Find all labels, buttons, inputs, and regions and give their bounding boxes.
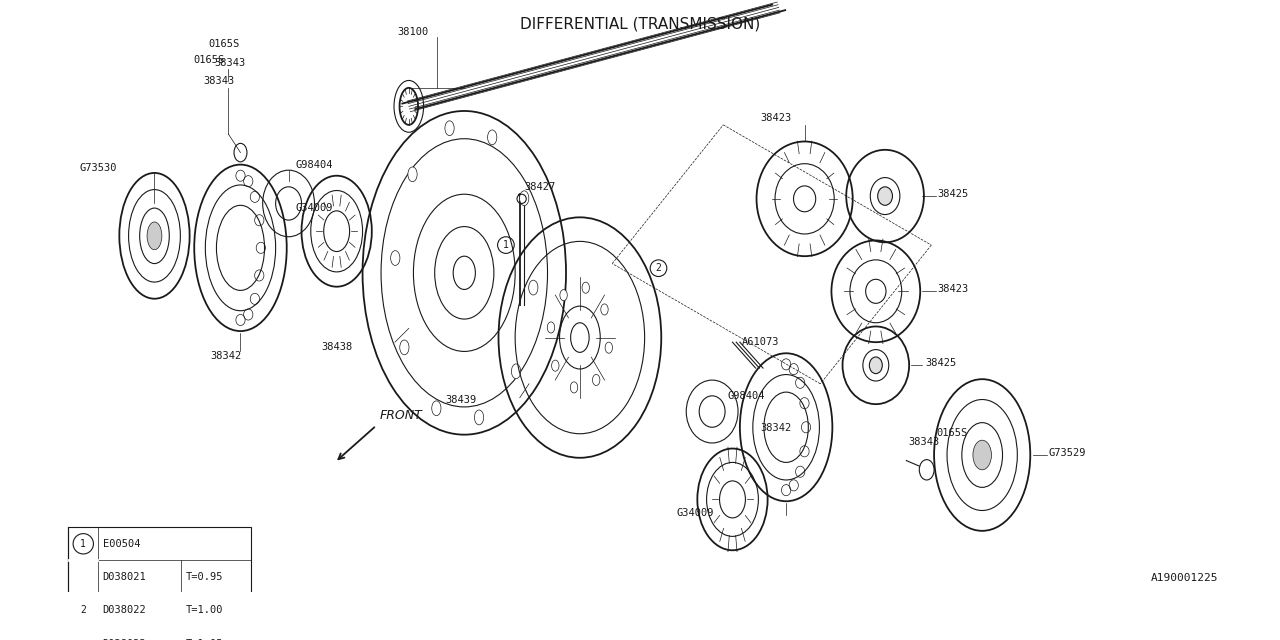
Text: 2: 2 (81, 605, 86, 616)
Ellipse shape (488, 130, 497, 145)
Text: 38427: 38427 (525, 182, 556, 192)
Text: FRONT: FRONT (379, 409, 422, 422)
Ellipse shape (878, 187, 892, 205)
Ellipse shape (512, 364, 521, 379)
Ellipse shape (520, 191, 529, 205)
Text: 38342: 38342 (760, 423, 791, 433)
Text: T=1.00: T=1.00 (186, 605, 224, 616)
Text: 2: 2 (655, 263, 662, 273)
Text: G73529: G73529 (1048, 448, 1087, 458)
Ellipse shape (475, 410, 484, 425)
Ellipse shape (431, 401, 442, 415)
Ellipse shape (529, 280, 538, 295)
Ellipse shape (548, 322, 554, 333)
Text: T=0.95: T=0.95 (186, 572, 224, 582)
Text: E00504: E00504 (102, 539, 141, 548)
Ellipse shape (445, 121, 454, 136)
Ellipse shape (408, 167, 417, 182)
Text: D038023: D038023 (102, 639, 146, 640)
Text: 38438: 38438 (321, 342, 352, 352)
Text: G34009: G34009 (677, 508, 714, 518)
Text: 38423: 38423 (760, 113, 791, 124)
Bar (68, 527, 251, 640)
Text: 38425: 38425 (925, 358, 956, 369)
Text: T=1.05: T=1.05 (186, 639, 224, 640)
Ellipse shape (605, 342, 613, 353)
Ellipse shape (593, 374, 600, 385)
Text: G34009: G34009 (296, 203, 334, 213)
Text: 0165S: 0165S (936, 428, 968, 438)
Text: A190001225: A190001225 (1151, 573, 1219, 582)
Text: 38423: 38423 (938, 284, 969, 294)
Text: 38343: 38343 (215, 58, 246, 68)
Text: DIFFERENTIAL (TRANSMISSION): DIFFERENTIAL (TRANSMISSION) (520, 17, 760, 31)
Text: G73530: G73530 (79, 163, 118, 173)
Text: 38100: 38100 (398, 28, 429, 37)
Text: 38425: 38425 (938, 189, 969, 199)
Text: G98404: G98404 (728, 391, 765, 401)
Text: 1: 1 (81, 539, 86, 548)
Ellipse shape (571, 382, 577, 393)
Text: A61073: A61073 (741, 337, 780, 347)
Ellipse shape (559, 290, 567, 301)
Text: G98404: G98404 (296, 159, 334, 170)
Text: 38343: 38343 (204, 76, 234, 86)
Text: 0165S: 0165S (209, 40, 239, 49)
Text: D038021: D038021 (102, 572, 146, 582)
Ellipse shape (147, 222, 161, 250)
Ellipse shape (869, 357, 882, 374)
Text: 0165S: 0165S (193, 55, 224, 65)
Ellipse shape (399, 340, 410, 355)
Text: 38439: 38439 (445, 394, 477, 404)
Ellipse shape (973, 440, 992, 470)
Ellipse shape (582, 282, 590, 293)
Text: 1: 1 (503, 240, 509, 250)
Text: 38342: 38342 (210, 351, 241, 361)
Ellipse shape (552, 360, 559, 371)
Text: 38343: 38343 (909, 437, 940, 447)
Text: D038022: D038022 (102, 605, 146, 616)
Ellipse shape (390, 251, 399, 266)
Ellipse shape (600, 304, 608, 315)
